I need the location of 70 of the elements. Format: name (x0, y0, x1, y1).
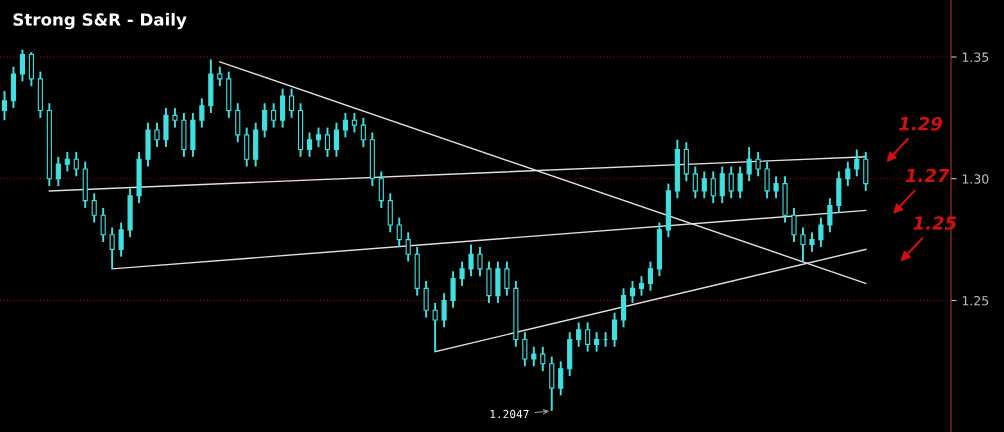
candlestick (378, 170, 384, 209)
candlestick (118, 221, 124, 258)
candlestick (585, 321, 591, 353)
candlestick (55, 155, 61, 188)
candlestick (64, 150, 70, 173)
candlestick (360, 116, 366, 149)
candlestick (100, 206, 106, 244)
candlestick (647, 260, 654, 292)
candlestick (477, 245, 483, 278)
candlestick (199, 97, 205, 129)
candlestick (710, 170, 716, 205)
candlestick (764, 160, 770, 200)
candlestick (827, 197, 833, 234)
candlestick (558, 360, 564, 397)
candlestick (818, 216, 824, 248)
candlestick (333, 121, 340, 158)
candlestick (468, 243, 474, 278)
candlestick (324, 126, 331, 158)
candlestick (432, 301, 438, 353)
candlestick (262, 102, 268, 139)
candlestick (755, 150, 761, 178)
candlestick (405, 231, 411, 263)
candlestick (351, 112, 357, 134)
candlestick (109, 226, 115, 270)
candlestick (172, 107, 178, 129)
annotation: 1.25 (913, 216, 957, 230)
candlestick (19, 48, 26, 83)
candlestick (450, 270, 456, 309)
candlestick (271, 102, 277, 129)
y-tick-label: 1.35 (962, 52, 989, 62)
candlestick (289, 87, 295, 119)
candlestick (594, 331, 600, 353)
candlestick (854, 148, 860, 178)
y-tick-label: 1.25 (962, 295, 989, 306)
candlestick (73, 150, 79, 178)
candlestick (91, 192, 97, 224)
candlestick (746, 146, 752, 183)
candlestick (791, 206, 797, 244)
candlestick (809, 231, 815, 253)
candlestick (638, 275, 645, 297)
candlestick (459, 260, 465, 287)
candlestick (800, 226, 806, 263)
candlestick (701, 170, 707, 200)
candlestick (692, 165, 698, 200)
text: Strong S&R - Daily (13, 12, 187, 30)
candlestick (441, 292, 447, 329)
candlestick (342, 112, 348, 139)
candlestick (531, 345, 537, 368)
candlestick (154, 121, 160, 149)
candlestick (737, 165, 743, 200)
candlestick (629, 280, 636, 304)
candlestick (315, 126, 322, 149)
candlestick (306, 131, 313, 158)
annotation: 1.27 (905, 168, 950, 183)
candlestick (576, 321, 582, 348)
candlestick (504, 260, 510, 297)
candlestick (773, 175, 779, 200)
candlestick (728, 165, 734, 200)
candlestick (611, 311, 618, 348)
y-tick-label: 1.30 (962, 174, 989, 184)
annotation: 1.2047 (490, 409, 529, 419)
candlestick (423, 280, 429, 319)
candlestick (1, 90, 8, 122)
candlestick (540, 345, 546, 373)
candlestick (396, 216, 402, 248)
candlestick (217, 65, 223, 88)
candlestick (845, 160, 851, 188)
candlestick (522, 331, 528, 368)
annotation: 1.29 (899, 116, 943, 131)
candlestick (719, 165, 725, 205)
